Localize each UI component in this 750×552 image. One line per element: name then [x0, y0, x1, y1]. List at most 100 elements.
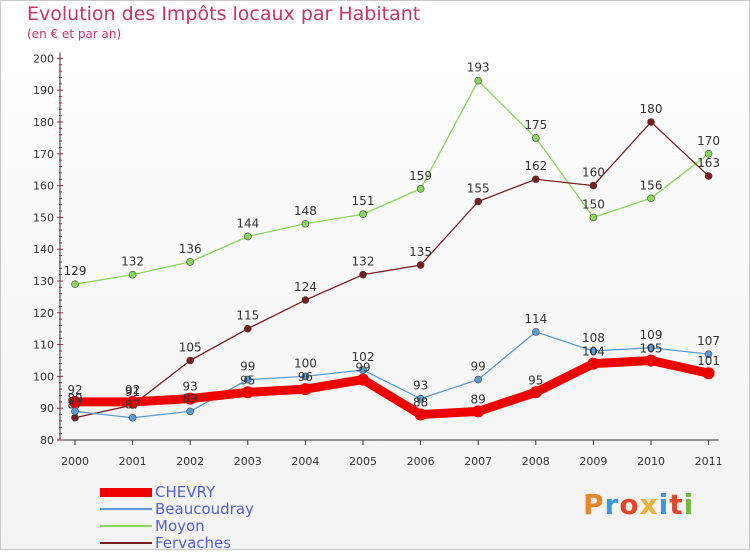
- data-label: 148: [294, 204, 317, 218]
- y-tick-label: 100: [33, 370, 54, 383]
- data-label: 160: [582, 166, 605, 180]
- data-point: [69, 395, 81, 408]
- data-label: 95: [240, 373, 255, 387]
- data-label: 180: [640, 102, 663, 116]
- data-point: [587, 357, 600, 370]
- data-point: [702, 367, 715, 380]
- x-tick-label: 2006: [407, 455, 435, 468]
- legend-label: Beaucoudray: [155, 500, 254, 518]
- data-point: [244, 324, 252, 333]
- data-label: 193: [467, 61, 490, 75]
- data-label: 89: [471, 392, 486, 406]
- data-point: [589, 181, 598, 190]
- legend-swatch: [100, 508, 152, 510]
- data-point: [704, 350, 713, 358]
- data-label: 92: [67, 383, 82, 397]
- data-label: 129: [64, 264, 87, 278]
- legend-swatch: [100, 542, 152, 544]
- data-label: 108: [582, 331, 605, 345]
- logo-letter: i: [658, 488, 670, 521]
- data-point: [704, 172, 713, 180]
- data-label: 136: [179, 242, 202, 256]
- data-label: 100: [294, 356, 317, 370]
- data-point: [186, 356, 194, 365]
- x-tick-label: 2005: [349, 455, 377, 468]
- data-label: 104: [582, 345, 605, 359]
- data-point: [589, 347, 598, 355]
- legend-swatch: [100, 525, 152, 527]
- data-point: [126, 395, 139, 408]
- legend-swatch: [100, 487, 152, 497]
- data-point: [128, 270, 137, 279]
- y-tick-label: 190: [33, 84, 54, 97]
- series-line-chevry: [70, 356, 714, 420]
- series-line-beaucoudray: [74, 331, 710, 419]
- y-tick-label: 150: [33, 211, 54, 224]
- data-label: 91: [125, 385, 140, 399]
- logo-letter: P: [583, 488, 605, 521]
- data-point: [474, 76, 483, 85]
- data-label: 109: [640, 328, 663, 342]
- data-label: 102: [352, 350, 375, 364]
- data-point: [244, 375, 252, 384]
- y-tick-label: 90: [40, 402, 54, 415]
- data-label: 92: [125, 383, 140, 397]
- data-point: [71, 280, 79, 288]
- data-point: [647, 194, 655, 203]
- x-tick-label: 2001: [119, 455, 147, 468]
- data-point: [301, 219, 310, 228]
- x-tick-label: 2008: [522, 455, 550, 468]
- data-point: [244, 232, 252, 241]
- data-point: [299, 383, 312, 396]
- logo-letter: o: [619, 488, 640, 521]
- data-point: [531, 134, 540, 142]
- series-line-moyon: [74, 80, 710, 285]
- data-label: 87: [125, 398, 140, 412]
- y-tick-label: 80: [40, 434, 54, 447]
- data-label: 170: [697, 134, 720, 148]
- data-label: 162: [524, 159, 547, 173]
- y-tick-label: 180: [33, 116, 54, 129]
- data-label: 115: [236, 309, 259, 323]
- data-point: [474, 197, 483, 206]
- data-label: 114: [524, 312, 547, 326]
- data-label: 135: [409, 245, 432, 259]
- data-point: [186, 407, 194, 416]
- data-point: [645, 354, 657, 367]
- data-point: [186, 258, 194, 266]
- data-point: [414, 408, 427, 421]
- data-label: 151: [352, 194, 375, 208]
- data-point: [241, 386, 254, 399]
- logo-letter: x: [639, 488, 659, 521]
- data-label: 105: [179, 341, 202, 355]
- data-label: 107: [697, 334, 720, 348]
- data-label: 105: [640, 342, 663, 356]
- data-point: [474, 375, 483, 384]
- x-tick-label: 2007: [464, 455, 492, 468]
- data-point: [589, 213, 598, 222]
- data-point: [647, 343, 655, 352]
- x-tick-label: 2004: [291, 455, 319, 468]
- data-label: 89: [67, 391, 82, 405]
- data-point: [704, 150, 713, 158]
- x-tick-label: 2003: [234, 455, 262, 468]
- logo-letter: i: [683, 488, 695, 521]
- data-point: [416, 184, 425, 193]
- proxiti-logo: Proxiti: [583, 488, 694, 521]
- chart-subtitle: (en € et par an): [27, 27, 122, 41]
- logo-letter: t: [669, 488, 684, 521]
- x-tick-label: 2000: [61, 455, 89, 468]
- data-label: 88: [413, 396, 428, 410]
- y-tick-label: 130: [33, 275, 54, 288]
- data-label: 96: [298, 370, 313, 384]
- data-label: 144: [236, 216, 259, 230]
- series-line-fervaches: [74, 121, 710, 419]
- x-tick-label: 2011: [695, 455, 723, 468]
- data-point: [359, 210, 367, 219]
- data-point: [416, 394, 425, 403]
- data-point: [359, 366, 367, 374]
- data-label: 156: [640, 178, 663, 192]
- data-label: 101: [697, 354, 720, 368]
